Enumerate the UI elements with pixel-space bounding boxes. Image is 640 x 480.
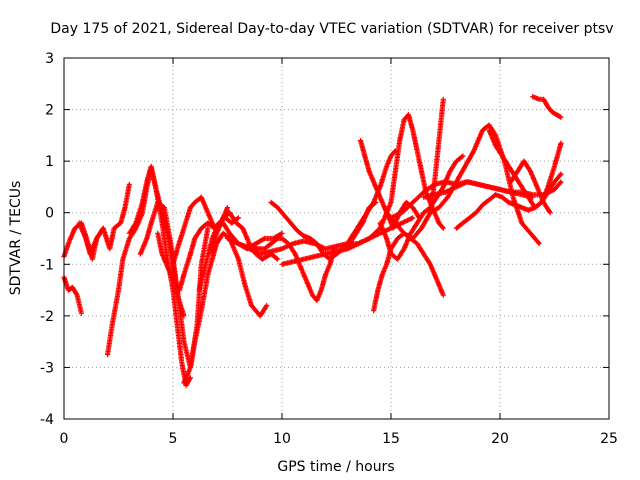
y-tick-label: -3 — [40, 360, 54, 376]
x-tick-label: 0 — [60, 431, 69, 447]
series-28-markers — [530, 94, 564, 120]
series-3-markers — [76, 220, 106, 257]
y-tick-label: 2 — [45, 103, 54, 119]
x-tick-label: 5 — [169, 431, 178, 447]
y-tick-label: -2 — [40, 309, 54, 325]
series-24 — [427, 122, 542, 247]
series-16-markers — [333, 148, 398, 257]
series-27 — [508, 158, 553, 216]
x-axis-label: GPS time / hours — [277, 459, 394, 475]
series-24-markers — [427, 122, 542, 247]
series-28 — [530, 94, 564, 120]
x-tick-label: 15 — [382, 431, 400, 447]
series-1 — [61, 181, 132, 262]
series-21 — [377, 153, 466, 262]
x-tick-label: 10 — [273, 431, 291, 447]
series-9-markers — [181, 230, 270, 386]
y-tick-label: 3 — [45, 51, 54, 67]
y-tick-label: -4 — [40, 412, 54, 428]
data-series — [61, 94, 564, 389]
grid-lines — [64, 58, 609, 419]
series-4 — [105, 166, 193, 389]
plot-frame — [63, 57, 610, 420]
y-tick-label: -1 — [40, 257, 54, 273]
y-axis-label: SDTVAR / TECUs — [8, 181, 24, 296]
x-tick-label: 25 — [600, 431, 618, 447]
series-16 — [333, 148, 398, 257]
series-9 — [181, 230, 270, 386]
series-2 — [61, 274, 84, 316]
series-21-markers — [377, 153, 466, 262]
y-tick-label: 1 — [45, 154, 54, 170]
x-tick-label: 20 — [491, 431, 509, 447]
axis-ticks: 0 5 10 15 20 25 -4 -3 -2 -1 0 1 2 3 — [40, 51, 618, 447]
chart-title: Day 175 of 2021, Sidereal Day-to-day VTE… — [50, 21, 613, 37]
y-tick-label: 0 — [45, 206, 54, 222]
series-3 — [76, 220, 106, 257]
series-4-markers — [105, 166, 193, 389]
series-2-markers — [61, 274, 84, 316]
series-1-markers — [61, 181, 132, 262]
series-27-markers — [508, 158, 553, 216]
